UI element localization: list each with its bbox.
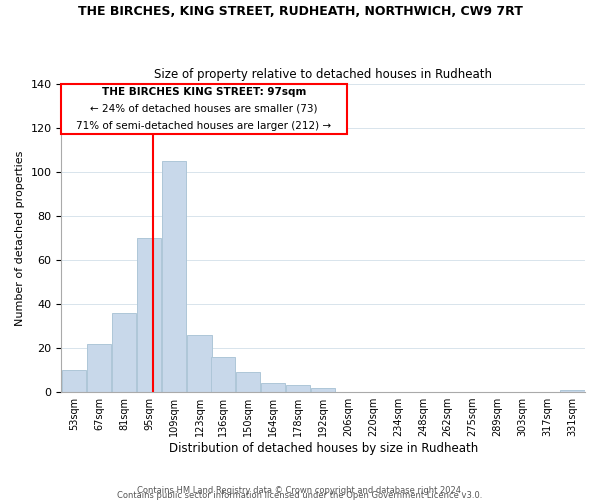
- Bar: [560, 390, 584, 392]
- Text: THE BIRCHES, KING STREET, RUDHEATH, NORTHWICH, CW9 7RT: THE BIRCHES, KING STREET, RUDHEATH, NORT…: [77, 5, 523, 18]
- Bar: [311, 388, 335, 392]
- Text: Contains HM Land Registry data © Crown copyright and database right 2024.: Contains HM Land Registry data © Crown c…: [137, 486, 463, 495]
- Bar: [286, 386, 310, 392]
- Bar: [236, 372, 260, 392]
- FancyBboxPatch shape: [61, 84, 347, 134]
- X-axis label: Distribution of detached houses by size in Rudheath: Distribution of detached houses by size …: [169, 442, 478, 455]
- Text: ← 24% of detached houses are smaller (73): ← 24% of detached houses are smaller (73…: [90, 104, 318, 114]
- Bar: [137, 238, 161, 392]
- Bar: [87, 344, 111, 392]
- Bar: [62, 370, 86, 392]
- Bar: [162, 160, 187, 392]
- Text: THE BIRCHES KING STREET: 97sqm: THE BIRCHES KING STREET: 97sqm: [102, 86, 306, 97]
- Y-axis label: Number of detached properties: Number of detached properties: [15, 150, 25, 326]
- Text: 71% of semi-detached houses are larger (212) →: 71% of semi-detached houses are larger (…: [76, 120, 332, 130]
- Text: Contains public sector information licensed under the Open Government Licence v3: Contains public sector information licen…: [118, 490, 482, 500]
- Title: Size of property relative to detached houses in Rudheath: Size of property relative to detached ho…: [154, 68, 492, 81]
- Bar: [211, 357, 235, 392]
- Bar: [261, 384, 285, 392]
- Bar: [112, 312, 136, 392]
- Bar: [187, 335, 212, 392]
